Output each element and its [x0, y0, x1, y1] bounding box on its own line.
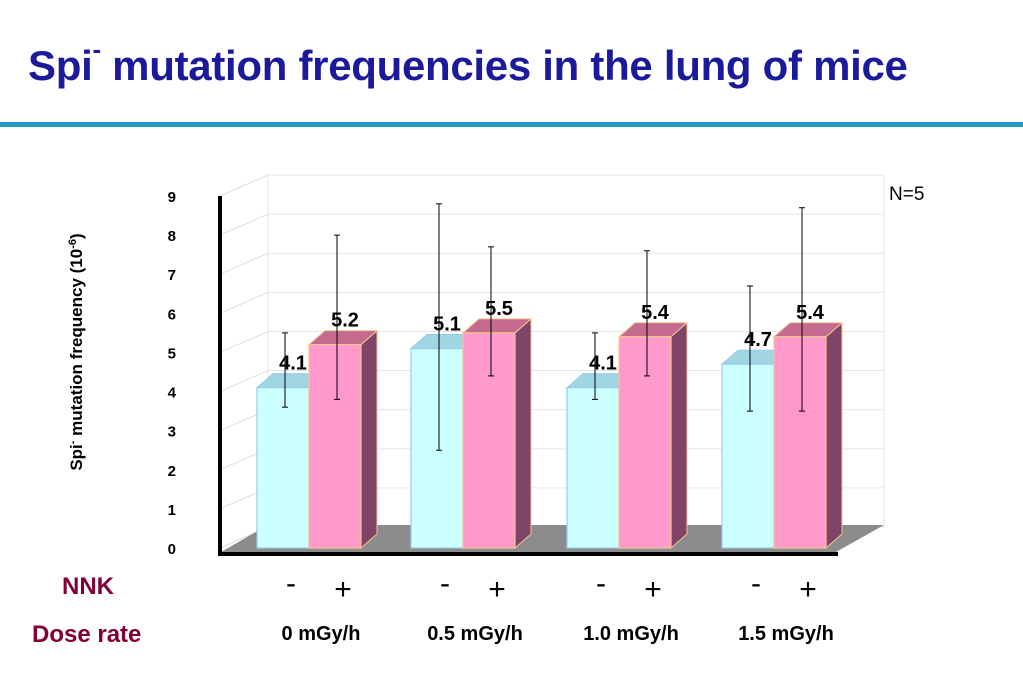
y-tick-label: 9: [168, 189, 176, 206]
nnk-plus-sign: +: [799, 573, 817, 606]
data-label: 5.4: [796, 302, 825, 324]
y-tick-label: 7: [168, 267, 176, 284]
dose-rate-label: 1.5 mGy/h: [738, 623, 834, 645]
data-label: 4.1: [279, 353, 307, 375]
sample-size-annotation: N=5: [889, 184, 924, 205]
dose-rate-label: 0 mGy/h: [282, 623, 361, 645]
y-tick-label: 0: [168, 541, 176, 558]
nnk-row-label: NNK: [62, 573, 115, 600]
dose-rate-row-label: Dose rate: [32, 621, 141, 648]
bar: [308, 344, 362, 549]
bar-side-face: [825, 321, 843, 550]
side-gridline: [219, 174, 269, 197]
side-gridline: [219, 252, 269, 275]
side-gridline: [219, 291, 269, 314]
bar: [773, 336, 827, 549]
title-rule: [0, 122, 1023, 127]
bar: [256, 387, 310, 549]
side-gridline: [219, 330, 269, 353]
bar: [618, 336, 672, 549]
bar-side-face: [670, 321, 688, 550]
bar: [462, 332, 516, 549]
y-tick-label: 1: [168, 502, 176, 519]
data-label: 5.5: [485, 298, 513, 320]
data-label: 4.7: [744, 329, 772, 351]
dose-rate-label: 1.0 mGy/h: [583, 623, 679, 645]
nnk-minus-sign: -: [440, 567, 450, 600]
side-gridline: [219, 213, 269, 236]
nnk-plus-sign: +: [644, 573, 662, 606]
nnk-minus-sign: -: [286, 567, 296, 600]
nnk-plus-sign: +: [334, 573, 352, 606]
y-tick-label: 6: [168, 306, 176, 323]
data-label: 5.2: [331, 310, 359, 332]
bar-side-face: [360, 329, 378, 550]
dose-rate-label: 0.5 mGy/h: [427, 623, 523, 645]
data-label: 4.1: [589, 353, 617, 375]
y-tick-label: 3: [168, 424, 176, 441]
y-tick-label: 2: [168, 463, 176, 480]
nnk-minus-sign: -: [596, 567, 606, 600]
bar: [566, 387, 620, 549]
y-axis-label: Spi- mutation frequency (10-6): [67, 233, 86, 470]
bar: [410, 347, 464, 549]
side-gridline: [219, 370, 269, 393]
y-tick-label: 5: [168, 345, 176, 362]
data-label: 5.4: [641, 302, 670, 324]
bar: [721, 363, 775, 549]
chart-floor: [221, 525, 884, 552]
y-tick-label: 8: [168, 228, 176, 245]
nnk-plus-sign: +: [488, 573, 506, 606]
bar-side-face: [514, 317, 532, 550]
y-tick-label: 4: [168, 385, 177, 402]
page-title: Spi- mutation frequencies in the lung of…: [28, 34, 908, 89]
data-label: 5.1: [433, 314, 461, 336]
nnk-minus-sign: -: [751, 567, 761, 600]
